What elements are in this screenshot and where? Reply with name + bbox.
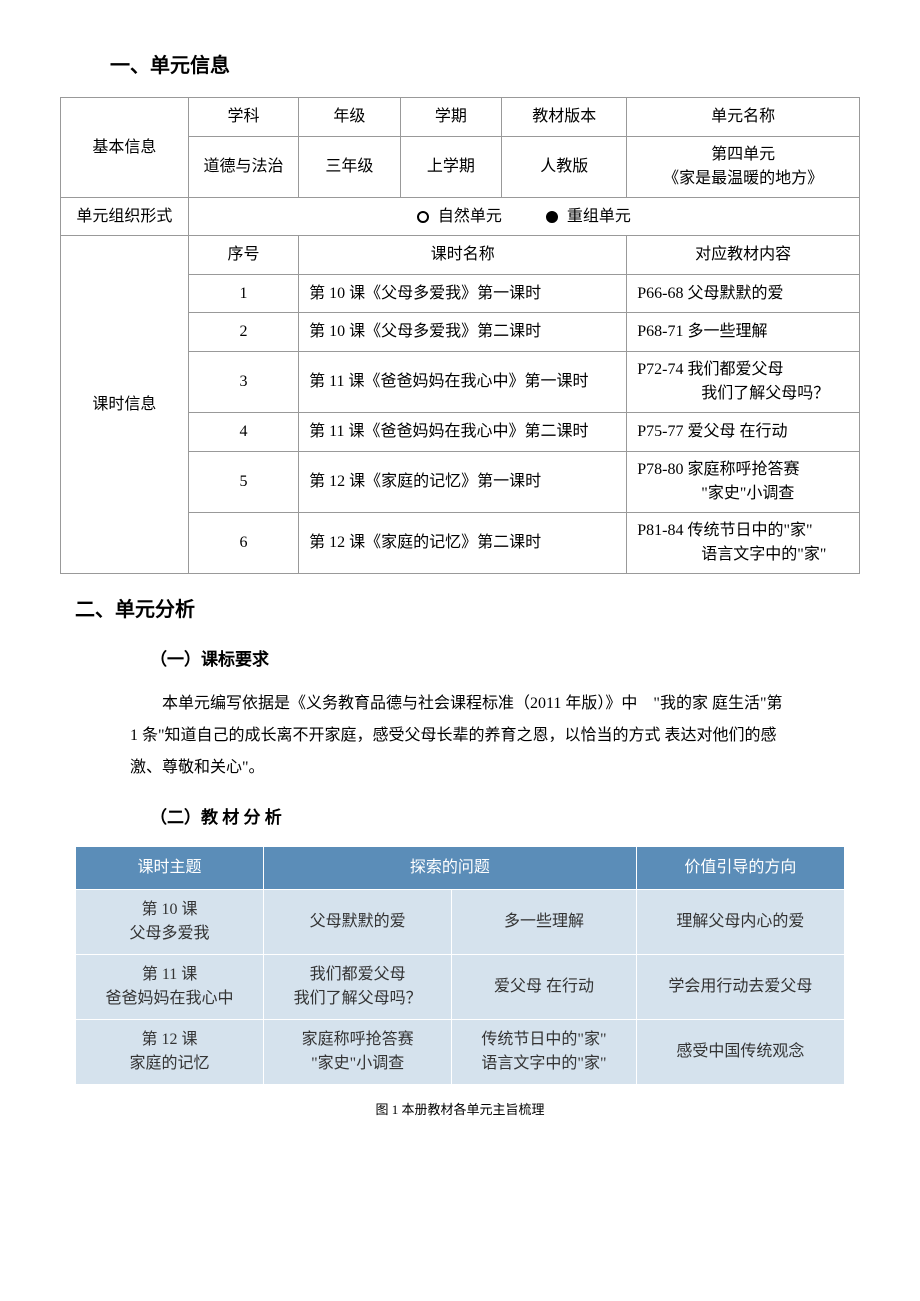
org-label: 单元组织形式 — [61, 197, 189, 236]
table-row: 第 11 课爸爸妈妈在我心中 我们都爱父母我们了解父母吗？ 爱父母 在行动 学会… — [76, 954, 845, 1019]
lesson-num: 2 — [188, 313, 298, 352]
lesson-name: 第 12 课《家庭的记忆》第二课时 — [299, 512, 627, 573]
value-cell: 理解父母内心的爱 — [636, 889, 844, 954]
analysis-table-wrap: 课时主题 探索的问题 价值引导的方向 第 10 课父母多爱我 父母默默的爱 多一… — [75, 846, 845, 1085]
lesson-content: P78-80 家庭称呼抢答赛 "家史"小调查 — [627, 451, 860, 512]
section-heading-1: 一、单元信息 — [110, 50, 860, 82]
theme-cell: 第 10 课父母多爱我 — [76, 889, 264, 954]
header-cell: 课时主题 — [76, 846, 264, 889]
lesson-content: P72-74 我们都爱父母 我们了解父母吗？ — [627, 351, 860, 412]
header-cell: 对应教材内容 — [627, 236, 860, 275]
lesson-info-label: 课时信息 — [61, 236, 189, 573]
data-cell: 三年级 — [299, 136, 401, 197]
question-cell: 我们都爱父母我们了解父母吗？ — [264, 954, 452, 1019]
basic-info-label: 基本信息 — [61, 98, 189, 198]
data-cell: 上学期 — [400, 136, 502, 197]
lesson-content: P66-68 父母默默的爱 — [627, 274, 860, 313]
table-row: 第 12 课家庭的记忆 家庭称呼抢答赛"家史"小调查 传统节日中的"家"语言文字… — [76, 1019, 845, 1084]
header-cell: 探索的问题 — [264, 846, 637, 889]
table-row: 单元组织形式 自然单元 重组单元 — [61, 197, 860, 236]
lesson-name: 第 10 课《父母多爱我》第一课时 — [299, 274, 627, 313]
analysis-table: 课时主题 探索的问题 价值引导的方向 第 10 课父母多爱我 父母默默的爱 多一… — [75, 846, 845, 1085]
header-cell: 教材版本 — [502, 98, 627, 137]
lesson-name: 第 11 课《爸爸妈妈在我心中》第一课时 — [299, 351, 627, 412]
question-cell: 爱父母 在行动 — [452, 954, 636, 1019]
radio-label: 自然单元 — [438, 208, 502, 225]
lesson-content: P75-77 爱父母 在行动 — [627, 412, 860, 451]
question-cell: 家庭称呼抢答赛"家史"小调查 — [264, 1019, 452, 1084]
theme-cell: 第 11 课爸爸妈妈在我心中 — [76, 954, 264, 1019]
header-cell: 课时名称 — [299, 236, 627, 275]
question-cell: 传统节日中的"家"语言文字中的"家" — [452, 1019, 636, 1084]
lesson-content: P68-71 多一些理解 — [627, 313, 860, 352]
header-cell: 学科 — [188, 98, 298, 137]
lesson-content: P81-84 传统节日中的"家" 语言文字中的"家" — [627, 512, 860, 573]
radio-cell: 自然单元 重组单元 — [188, 197, 859, 236]
data-cell: 第四单元《家是最温暖的地方》 — [627, 136, 860, 197]
header-cell: 价值引导的方向 — [636, 846, 844, 889]
para-standard: 本单元编写依据是《义务教育品德与社会课程标准（2011 年版）》中 "我的家 庭… — [130, 688, 790, 784]
question-cell: 父母默默的爱 — [264, 889, 452, 954]
sub-heading-2: （二）教 材 分 析 — [150, 804, 860, 831]
lesson-num: 5 — [188, 451, 298, 512]
table-row: 课时主题 探索的问题 价值引导的方向 — [76, 846, 845, 889]
radio-icon — [417, 211, 429, 223]
data-cell: 人教版 — [502, 136, 627, 197]
lesson-name: 第 11 课《爸爸妈妈在我心中》第二课时 — [299, 412, 627, 451]
lesson-name: 第 12 课《家庭的记忆》第一课时 — [299, 451, 627, 512]
lesson-name: 第 10 课《父母多爱我》第二课时 — [299, 313, 627, 352]
value-cell: 感受中国传统观念 — [636, 1019, 844, 1084]
table-row: 基本信息 学科 年级 学期 教材版本 单元名称 — [61, 98, 860, 137]
table-row: 课时信息 序号 课时名称 对应教材内容 — [61, 236, 860, 275]
lesson-num: 1 — [188, 274, 298, 313]
header-cell: 序号 — [188, 236, 298, 275]
lesson-num: 6 — [188, 512, 298, 573]
radio-option-reorg[interactable]: 重组单元 — [546, 204, 631, 230]
header-cell: 年级 — [299, 98, 401, 137]
data-cell: 道德与法治 — [188, 136, 298, 197]
table-row: 第 10 课父母多爱我 父母默默的爱 多一些理解 理解父母内心的爱 — [76, 889, 845, 954]
figure-caption: 图 1 本册教材各单元主旨梳理 — [60, 1100, 860, 1121]
sub-heading-1: （一）课标要求 — [150, 646, 860, 673]
question-cell: 多一些理解 — [452, 889, 636, 954]
section-heading-2: 二、单元分析 — [75, 594, 860, 626]
theme-cell: 第 12 课家庭的记忆 — [76, 1019, 264, 1084]
lesson-num: 3 — [188, 351, 298, 412]
lesson-num: 4 — [188, 412, 298, 451]
header-cell: 单元名称 — [627, 98, 860, 137]
value-cell: 学会用行动去爱父母 — [636, 954, 844, 1019]
radio-icon — [546, 211, 558, 223]
radio-label: 重组单元 — [567, 208, 631, 225]
radio-option-natural[interactable]: 自然单元 — [417, 204, 502, 230]
header-cell: 学期 — [400, 98, 502, 137]
unit-info-table: 基本信息 学科 年级 学期 教材版本 单元名称 道德与法治 三年级 上学期 人教… — [60, 97, 860, 574]
